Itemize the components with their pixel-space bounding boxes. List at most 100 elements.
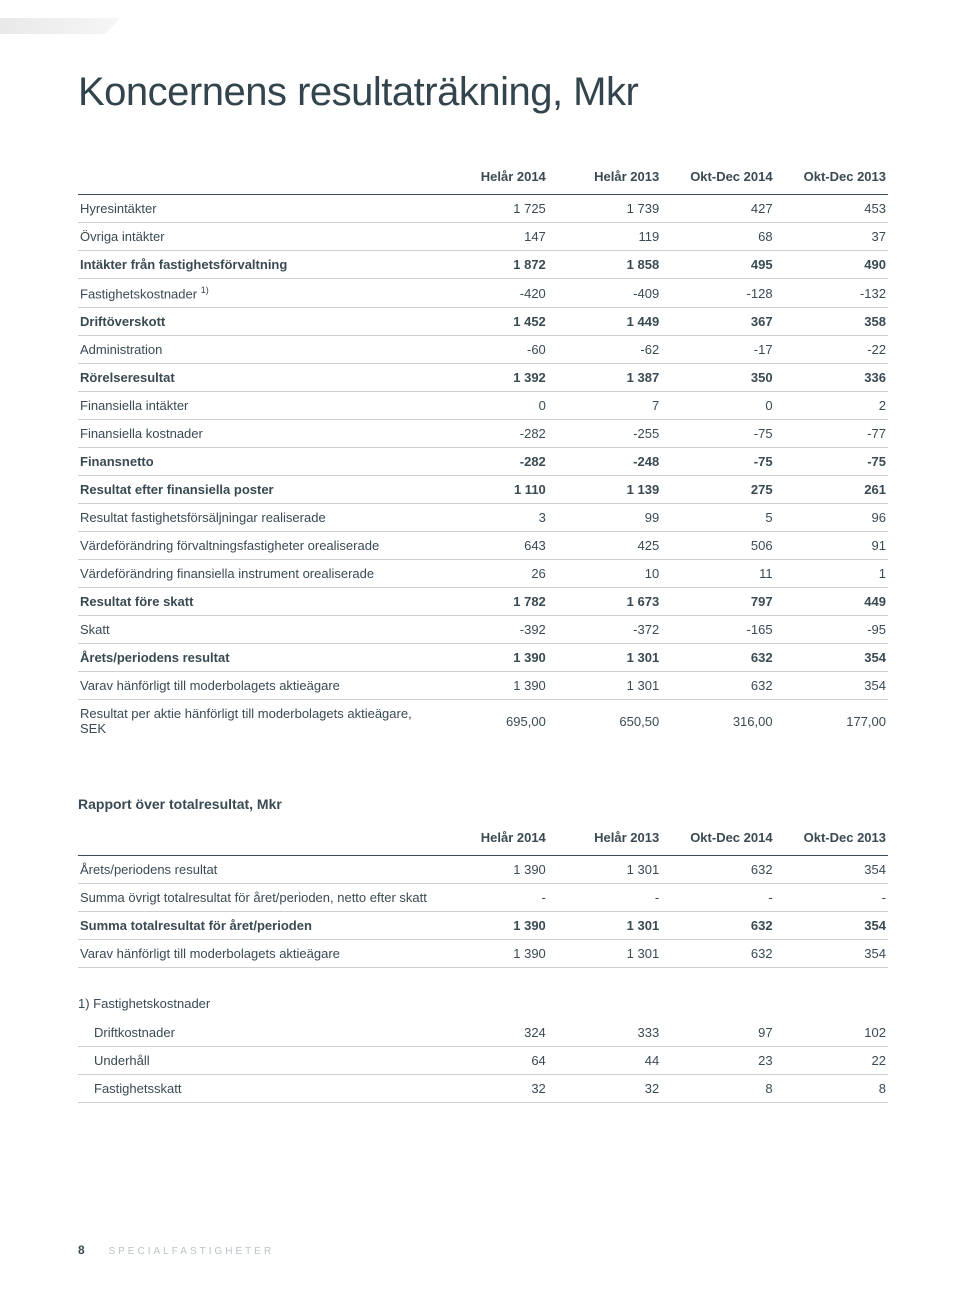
th-empty [78, 163, 434, 195]
row-value: 0 [661, 392, 774, 420]
row-value: 632 [661, 672, 774, 700]
th-col-3: Okt-Dec 2013 [775, 163, 888, 195]
row-value: 1 387 [548, 364, 661, 392]
row-label: Summa övrigt totalresultat för året/peri… [78, 884, 434, 912]
row-value: 1 390 [434, 912, 547, 940]
row-value: -75 [775, 448, 888, 476]
row-value: -77 [775, 420, 888, 448]
table-header-row: Helår 2014 Helår 2013 Okt-Dec 2014 Okt-D… [78, 824, 888, 856]
row-value: 333 [548, 1019, 661, 1047]
row-value: -392 [434, 616, 547, 644]
section2-title: Rapport över totalresultat, Mkr [78, 796, 888, 812]
table-row: Skatt-392-372-165-95 [78, 616, 888, 644]
table-row: Värdeförändring finansiella instrument o… [78, 560, 888, 588]
row-value: -165 [661, 616, 774, 644]
row-value: -282 [434, 420, 547, 448]
row-value: -75 [661, 420, 774, 448]
table-row: Fastighetsskatt323288 [78, 1075, 888, 1103]
row-value: 453 [775, 195, 888, 223]
page-tab [0, 18, 120, 34]
row-label: Årets/periodens resultat [78, 644, 434, 672]
row-value: 1 725 [434, 195, 547, 223]
row-value: 1 301 [548, 672, 661, 700]
table-row: Resultat fastighetsförsäljningar realise… [78, 504, 888, 532]
table-row: Intäkter från fastighetsförvaltning1 872… [78, 251, 888, 279]
row-value: 10 [548, 560, 661, 588]
row-value: -60 [434, 336, 547, 364]
th-col-2: Okt-Dec 2014 [661, 163, 774, 195]
row-value: 354 [775, 644, 888, 672]
row-value: 336 [775, 364, 888, 392]
row-value: 1 301 [548, 912, 661, 940]
row-label: Varav hänförligt till moderbolagets akti… [78, 940, 434, 968]
row-value: 1 673 [548, 588, 661, 616]
row-value: 367 [661, 308, 774, 336]
footnote-title: 1) Fastighetskostnader [78, 996, 888, 1011]
row-value: 1 449 [548, 308, 661, 336]
row-label: Skatt [78, 616, 434, 644]
row-value: -95 [775, 616, 888, 644]
row-value: -372 [548, 616, 661, 644]
table-header-row: Helår 2014 Helår 2013 Okt-Dec 2014 Okt-D… [78, 163, 888, 195]
row-label: Finansiella kostnader [78, 420, 434, 448]
row-value: 7 [548, 392, 661, 420]
row-value: 1 872 [434, 251, 547, 279]
table-row: Resultat efter finansiella poster1 1101 … [78, 476, 888, 504]
row-value: -255 [548, 420, 661, 448]
row-label: Driftkostnader [78, 1019, 434, 1047]
table-row: Värdeförändring förvaltningsfastigheter … [78, 532, 888, 560]
row-value: 1 110 [434, 476, 547, 504]
row-label: Övriga intäkter [78, 223, 434, 251]
row-value: 354 [775, 672, 888, 700]
row-value: 1 858 [548, 251, 661, 279]
row-label: Finansnetto [78, 448, 434, 476]
income-table: Helår 2014 Helår 2013 Okt-Dec 2014 Okt-D… [78, 163, 888, 742]
page: Koncernens resultaträkning, Mkr Helår 20… [0, 0, 960, 1297]
row-value: 1 390 [434, 940, 547, 968]
th-col-0: Helår 2014 [434, 824, 547, 856]
row-value: -17 [661, 336, 774, 364]
row-value: -22 [775, 336, 888, 364]
row-value: 23 [661, 1047, 774, 1075]
row-value: 8 [661, 1075, 774, 1103]
row-value: 1 139 [548, 476, 661, 504]
row-value: 64 [434, 1047, 547, 1075]
row-value: 1 452 [434, 308, 547, 336]
table-row: Finansiella intäkter0702 [78, 392, 888, 420]
row-label: Resultat fastighetsförsäljningar realise… [78, 504, 434, 532]
row-value: 1 739 [548, 195, 661, 223]
table-row: Driftkostnader32433397102 [78, 1019, 888, 1047]
table-row: Övriga intäkter1471196837 [78, 223, 888, 251]
row-label: Underhåll [78, 1047, 434, 1075]
row-label: Administration [78, 336, 434, 364]
row-value: - [661, 884, 774, 912]
row-value: 797 [661, 588, 774, 616]
th-col-2: Okt-Dec 2014 [661, 824, 774, 856]
table-row: Rörelseresultat1 3921 387350336 [78, 364, 888, 392]
row-label: Resultat efter finansiella poster [78, 476, 434, 504]
row-value: -248 [548, 448, 661, 476]
row-value: - [775, 884, 888, 912]
row-value: 1 390 [434, 672, 547, 700]
row-label: Driftöverskott [78, 308, 434, 336]
footnote-block: 1) Fastighetskostnader Driftkostnader324… [78, 996, 888, 1103]
th-col-1: Helår 2013 [548, 824, 661, 856]
total-result-section: Rapport över totalresultat, Mkr Helår 20… [78, 796, 888, 968]
row-value: 358 [775, 308, 888, 336]
row-value: 427 [661, 195, 774, 223]
row-value: 354 [775, 856, 888, 884]
row-label: Resultat före skatt [78, 588, 434, 616]
row-value: 2 [775, 392, 888, 420]
row-label: Värdeförändring finansiella instrument o… [78, 560, 434, 588]
footer-brand: SPECIALFASTIGHETER [108, 1246, 274, 1257]
table-row: Finansiella kostnader-282-255-75-77 [78, 420, 888, 448]
row-value: 5 [661, 504, 774, 532]
row-value: - [548, 884, 661, 912]
table-row: Varav hänförligt till moderbolagets akti… [78, 672, 888, 700]
row-value: 324 [434, 1019, 547, 1047]
row-value: 3 [434, 504, 547, 532]
row-value: -75 [661, 448, 774, 476]
row-value: 1 [775, 560, 888, 588]
table-row: Summa övrigt totalresultat för året/peri… [78, 884, 888, 912]
table-row: Underhåll64442322 [78, 1047, 888, 1075]
